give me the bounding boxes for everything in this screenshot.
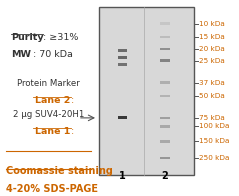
FancyBboxPatch shape: [118, 116, 127, 119]
FancyBboxPatch shape: [160, 23, 170, 25]
Text: 250 kDa: 250 kDa: [199, 155, 230, 161]
FancyBboxPatch shape: [160, 48, 170, 50]
Text: MW: MW: [11, 50, 31, 59]
Text: 2: 2: [162, 171, 168, 181]
Text: 100 kDa: 100 kDa: [199, 123, 230, 129]
Text: 10 kDa: 10 kDa: [199, 21, 225, 27]
Text: 15 kDa: 15 kDa: [199, 34, 225, 40]
Text: : ≥31%: : ≥31%: [43, 33, 78, 42]
FancyBboxPatch shape: [118, 63, 127, 66]
Text: 2 μg SUV4-20H1: 2 μg SUV4-20H1: [13, 111, 84, 120]
FancyBboxPatch shape: [160, 117, 170, 119]
Text: 50 kDa: 50 kDa: [199, 93, 225, 99]
Text: :: :: [71, 96, 75, 105]
Text: Protein Marker: Protein Marker: [17, 79, 80, 88]
FancyBboxPatch shape: [99, 7, 195, 175]
FancyBboxPatch shape: [160, 140, 170, 143]
Text: Lane 1: Lane 1: [35, 127, 71, 136]
Text: :: :: [71, 127, 75, 136]
Text: : 70 kDa: : 70 kDa: [33, 50, 73, 59]
FancyBboxPatch shape: [160, 36, 170, 38]
FancyBboxPatch shape: [118, 49, 127, 52]
Text: 20 kDa: 20 kDa: [199, 46, 225, 52]
FancyBboxPatch shape: [118, 56, 127, 59]
FancyBboxPatch shape: [160, 81, 170, 84]
FancyBboxPatch shape: [160, 95, 170, 97]
Text: Coomassie staining: Coomassie staining: [6, 166, 113, 176]
Text: 37 kDa: 37 kDa: [199, 80, 225, 86]
Text: 4-20% SDS-PAGE: 4-20% SDS-PAGE: [6, 184, 98, 194]
Text: Purity: Purity: [11, 33, 43, 42]
Text: 75 kDa: 75 kDa: [199, 115, 225, 121]
FancyBboxPatch shape: [160, 125, 170, 128]
Text: 1: 1: [119, 171, 126, 181]
Text: Lane 2: Lane 2: [35, 96, 71, 105]
Text: 150 kDa: 150 kDa: [199, 138, 230, 144]
Text: 25 kDa: 25 kDa: [199, 58, 225, 64]
FancyBboxPatch shape: [160, 157, 170, 160]
FancyBboxPatch shape: [160, 59, 170, 62]
